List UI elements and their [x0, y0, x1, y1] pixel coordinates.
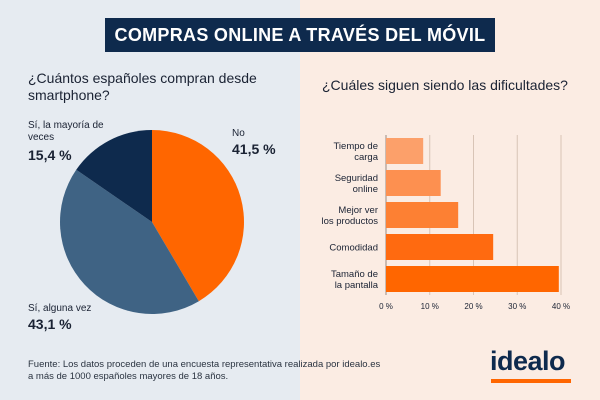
bar-4: [386, 266, 559, 292]
right-panel: [300, 0, 600, 400]
pie-slice-0: [152, 130, 244, 302]
page-title: COMPRAS ONLINE A TRAVÉS DEL MÓVIL: [114, 24, 486, 45]
bar-1: [386, 170, 441, 196]
footer-line-2: a más de 1000 españoles mayores de 18 añ…: [28, 371, 229, 382]
pie-question: ¿Cuántos españoles compran desde smartph…: [28, 70, 257, 103]
bar-chart: 0 % 10 % 20 % 30 % 40 % Tiempo de carga Segurid…: [321, 135, 570, 311]
tick-label-0: 0 %: [379, 302, 393, 311]
pie-label-mostly: Sí, la mayoría de veces: [28, 120, 104, 143]
pie-label-no: No: [232, 128, 245, 139]
pie-value-mostly: 15,4 %: [28, 147, 72, 163]
bar-3: [386, 234, 494, 260]
bar-2: [386, 202, 459, 228]
bar-0: [386, 138, 424, 164]
pie-slice-1: [59, 169, 199, 315]
footer-line-1: Fuente: Los datos proceden de una encues…: [28, 359, 381, 370]
category-label-2: Mejor ver los productos: [321, 205, 378, 227]
category-label-1: Seguridad online: [335, 173, 378, 195]
tick-label-3: 30 %: [508, 302, 526, 311]
pie-value-no: 41,5 %: [232, 141, 276, 157]
tick-label-2: 20 %: [464, 302, 482, 311]
logo-underline: [491, 379, 571, 383]
pie-label-sometimes: Sí, alguna vez: [28, 303, 92, 314]
pie-slice-2: [76, 130, 152, 222]
tick-label-1: 10 %: [421, 302, 439, 311]
pie-value-sometimes: 43,1 %: [28, 316, 72, 332]
idealo-logo: idealo: [490, 346, 566, 376]
pie-chart: [59, 130, 244, 315]
tick-label-4: 40 %: [552, 302, 570, 311]
bar-question: ¿Cuáles siguen siendo las dificultades?: [322, 77, 568, 93]
title-banner: COMPRAS ONLINE A TRAVÉS DEL MÓVIL: [105, 18, 495, 52]
category-label-0: Tiempo de carga: [333, 141, 378, 163]
category-label-3: Comodidad: [329, 243, 378, 254]
footer-note: Fuente: Los datos proceden de una encues…: [28, 359, 468, 383]
category-label-4: Tamaño de la pantalla: [331, 269, 379, 291]
